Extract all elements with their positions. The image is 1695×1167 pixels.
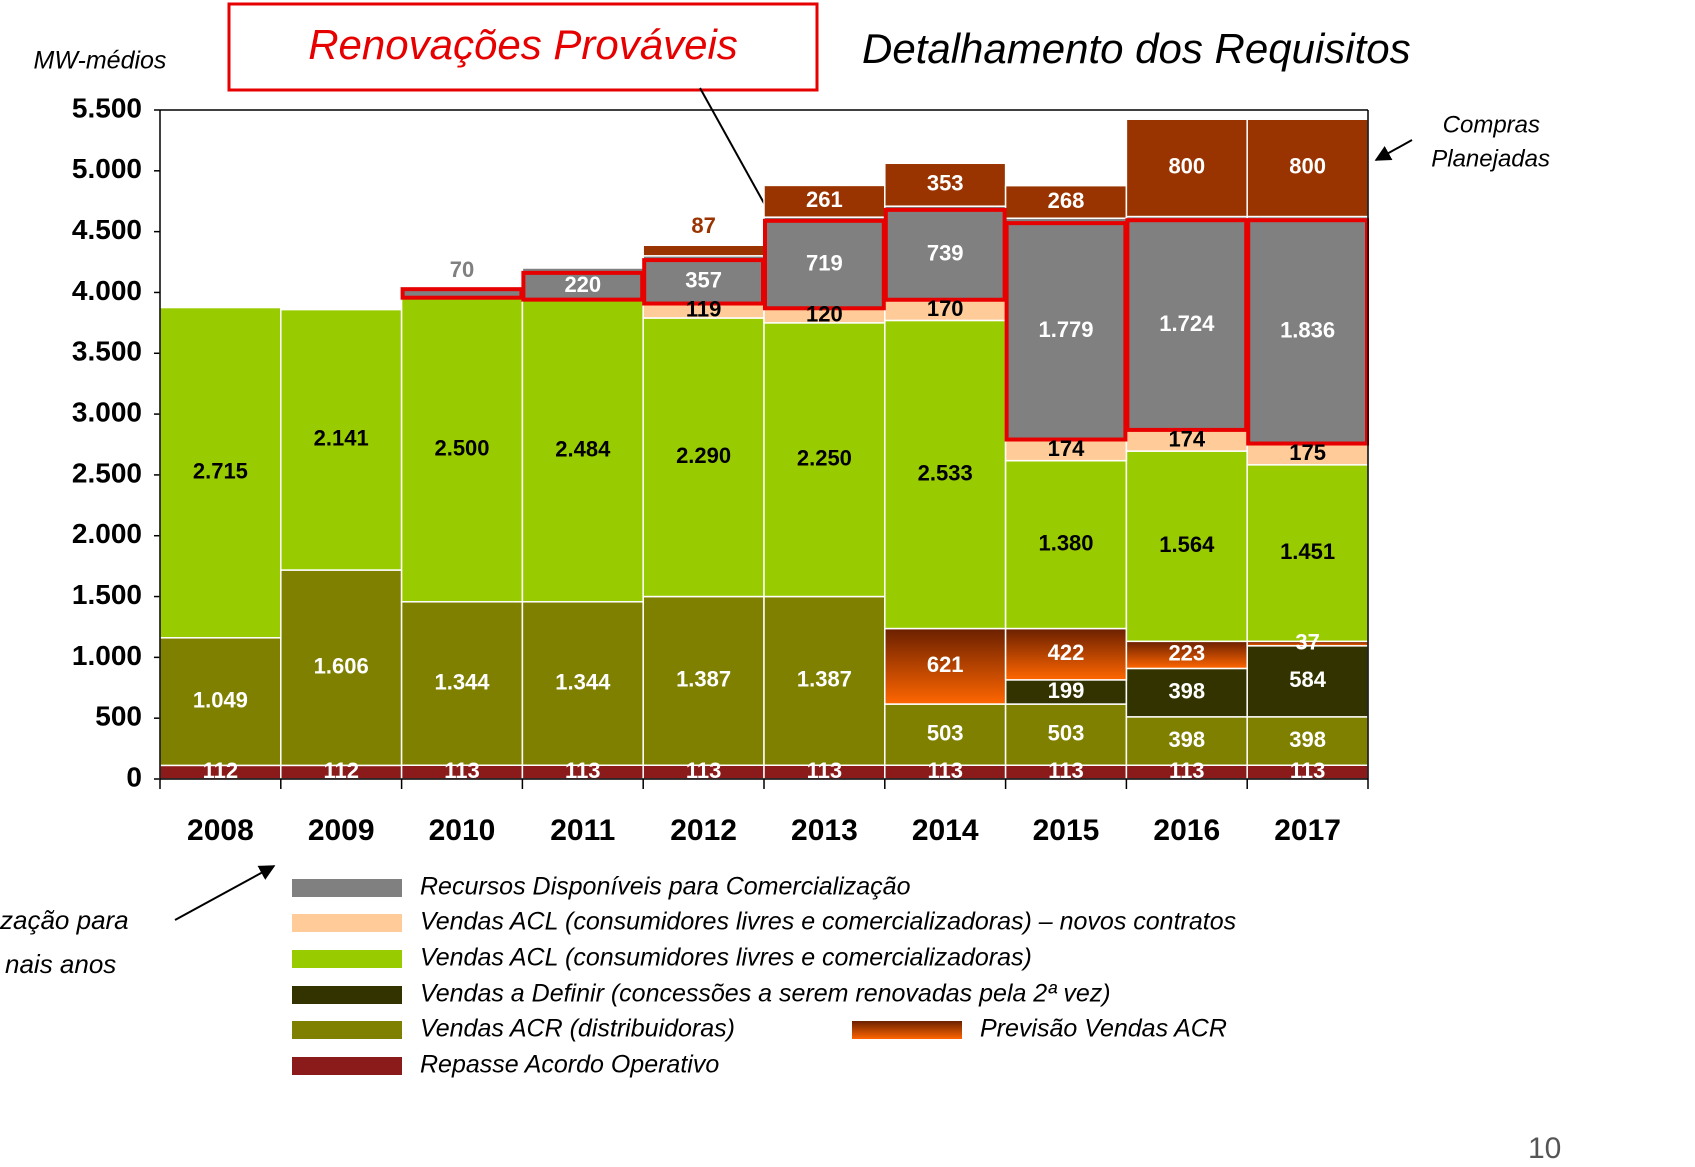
- data-label: 1.451: [1280, 539, 1335, 564]
- data-label: 2.715: [193, 458, 248, 483]
- x-tick-label: 2016: [1153, 814, 1220, 847]
- data-label: 2.290: [676, 443, 731, 468]
- data-label: 1.779: [1038, 317, 1093, 342]
- data-label: 503: [927, 720, 964, 745]
- data-label: 398: [1168, 678, 1205, 703]
- y-axis-label: MW-médios: [34, 47, 167, 75]
- data-label: 584: [1289, 667, 1326, 692]
- arrow: [175, 866, 274, 920]
- legend-swatch: [292, 950, 402, 968]
- data-label: 1.564: [1159, 532, 1215, 557]
- data-label: 1.836: [1280, 318, 1335, 343]
- highlight-label: Renovações Prováveis: [308, 21, 738, 68]
- data-label: 353: [927, 171, 964, 196]
- annotation: Compras: [1443, 111, 1540, 138]
- page-number: 10: [1528, 1132, 1561, 1165]
- data-label: 800: [1289, 154, 1326, 179]
- data-label: 37: [1295, 629, 1319, 654]
- legend-swatch: [292, 986, 402, 1004]
- annotation: nais anos: [5, 949, 116, 979]
- y-tick-label: 5.000: [72, 153, 142, 184]
- legend-label: Vendas ACR (distribuidoras): [420, 1015, 735, 1043]
- y-tick-label: 1.500: [72, 579, 142, 610]
- data-label: 1.344: [434, 669, 490, 694]
- legend-swatch: [852, 1021, 962, 1039]
- data-label: 800: [1168, 154, 1205, 179]
- data-label: 87: [691, 213, 715, 238]
- data-label: 398: [1289, 727, 1326, 752]
- legend-label: Vendas ACL (consumidores livres e comerc…: [420, 944, 1032, 972]
- legend-label: Vendas a Definir (concessões a serem ren…: [420, 980, 1111, 1008]
- chart: MW-médios Renovações Prováveis Detalhame…: [0, 0, 1695, 1167]
- data-label: 174: [1168, 426, 1205, 451]
- data-label: 174: [1048, 436, 1085, 461]
- y-tick-label: 4.500: [72, 214, 142, 245]
- legend-label: Previsão Vendas ACR: [980, 1015, 1227, 1043]
- data-label: 1.724: [1159, 311, 1215, 336]
- y-tick-label: 500: [95, 701, 142, 732]
- annotation: zação para: [0, 905, 129, 935]
- legend-swatch: [292, 914, 402, 932]
- data-label: 1.344: [555, 669, 611, 694]
- legend-label: Vendas ACL (consumidores livres e comerc…: [420, 908, 1236, 936]
- x-tick-label: 2012: [670, 814, 737, 847]
- data-label: 621: [927, 652, 964, 677]
- x-tick-label: 2010: [429, 814, 496, 847]
- data-label: 120: [806, 301, 843, 326]
- y-tick-label: 4.000: [72, 275, 142, 306]
- data-label: 719: [806, 250, 843, 275]
- data-label: 1.387: [676, 667, 731, 692]
- legend-swatch: [292, 1021, 402, 1039]
- data-label: 170: [927, 296, 964, 321]
- y-tick-label: 2.000: [72, 518, 142, 549]
- x-tick-label: 2017: [1274, 814, 1341, 847]
- y-tick-label: 1.000: [72, 640, 142, 671]
- data-label: 398: [1168, 727, 1205, 752]
- bar-segment: [643, 245, 764, 256]
- data-label: 199: [1048, 678, 1085, 703]
- y-tick-label: 5.500: [72, 92, 142, 123]
- data-label: 1.387: [797, 667, 852, 692]
- x-tick-label: 2013: [791, 814, 858, 847]
- data-label: 1.049: [193, 687, 248, 712]
- legend-swatch: [292, 879, 402, 897]
- data-label: 1.606: [314, 654, 369, 679]
- legend-label: Repasse Acordo Operativo: [420, 1051, 719, 1079]
- legend-swatch: [292, 1057, 402, 1075]
- x-tick-label: 2015: [1033, 814, 1100, 847]
- x-tick-label: 2014: [912, 814, 979, 847]
- x-tick-label: 2008: [187, 814, 254, 847]
- arrow: [1376, 140, 1412, 160]
- x-tick-label: 2011: [550, 814, 615, 847]
- data-label: 223: [1168, 641, 1205, 666]
- annotation: Planejadas: [1431, 145, 1550, 172]
- data-label: 261: [806, 187, 843, 212]
- data-label: 2.250: [797, 446, 852, 471]
- y-tick-label: 3.500: [72, 336, 142, 367]
- data-label: 357: [685, 268, 722, 293]
- data-label: 220: [564, 272, 601, 297]
- data-label: 422: [1048, 640, 1085, 665]
- data-label: 503: [1048, 720, 1085, 745]
- y-tick-label: 0: [126, 761, 142, 792]
- data-label: 119: [686, 297, 722, 322]
- data-label: 175: [1289, 440, 1326, 465]
- data-label: 2.484: [555, 437, 611, 462]
- data-label: 70: [450, 257, 474, 282]
- data-label: 2.533: [918, 460, 973, 485]
- y-tick-label: 3.000: [72, 396, 142, 427]
- data-label: 1.380: [1038, 530, 1093, 555]
- data-label: 2.500: [434, 436, 489, 461]
- chart-title: Detalhamento dos Requisitos: [862, 25, 1411, 72]
- data-label: 739: [927, 241, 964, 266]
- legend-label: Recursos Disponíveis para Comercializaçã…: [420, 873, 911, 901]
- data-label: 2.141: [314, 426, 369, 451]
- y-tick-label: 2.500: [72, 457, 142, 488]
- data-label: 268: [1048, 188, 1085, 213]
- x-tick-label: 2009: [308, 814, 375, 847]
